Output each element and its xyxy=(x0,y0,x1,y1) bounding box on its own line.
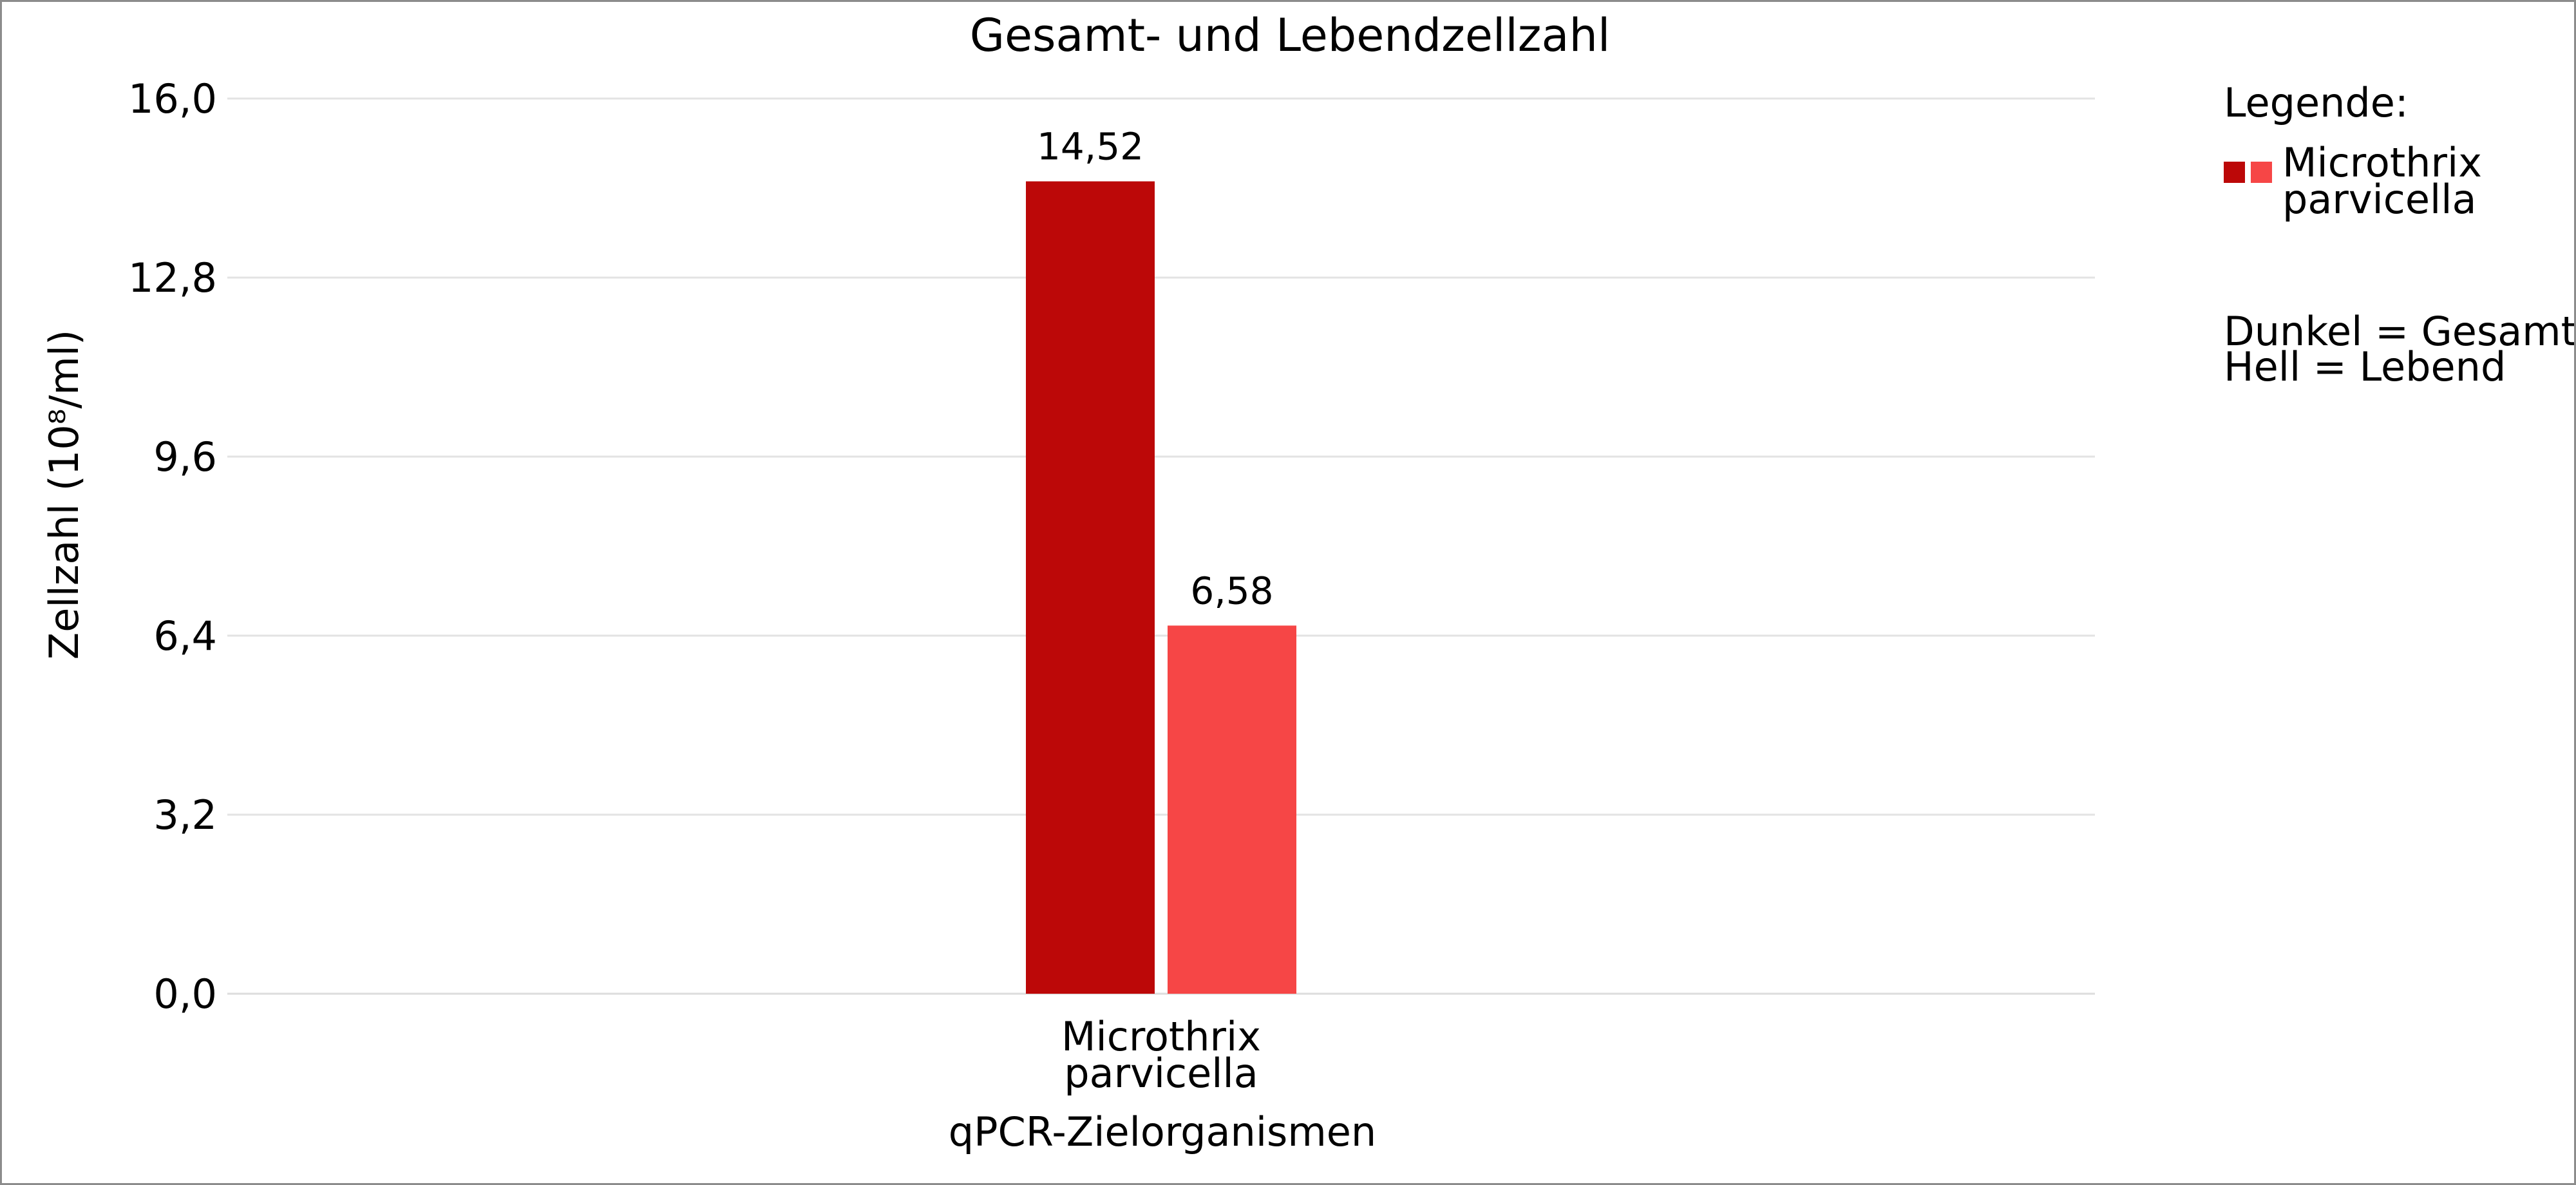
y-axis-ticks: 0,0 3,2 6,4 9,6 12,8 16,0 xyxy=(128,75,217,1018)
legend-entry-line-1: Microthrix xyxy=(2282,139,2482,186)
legend-swatch-total xyxy=(2224,162,2245,183)
y-axis-title: Zellzahl (10⁸/ml) xyxy=(41,330,88,659)
legend: Legende: Microthrix parvicella Dunkel = … xyxy=(2224,79,2576,390)
legend-note-total: Dunkel = Gesamt xyxy=(2224,308,2576,355)
bar-live xyxy=(1168,625,1296,994)
legend-swatch-live xyxy=(2251,162,2272,183)
y-tick-label: 3,2 xyxy=(153,792,217,839)
x-axis-title: qPCR-Zielorganismen xyxy=(949,1108,1376,1155)
y-tick-label: 16,0 xyxy=(128,75,217,122)
x-category-label: Microthrix xyxy=(1061,1013,1261,1060)
data-label-live: 6,58 xyxy=(1190,569,1273,612)
y-tick-label: 12,8 xyxy=(128,254,217,301)
y-tick-label: 0,0 xyxy=(153,971,217,1018)
data-label-total: 14,52 xyxy=(1037,125,1144,169)
y-tick-label: 6,4 xyxy=(153,612,217,659)
legend-note-live: Hell = Lebend xyxy=(2224,343,2506,390)
bar-total xyxy=(1026,181,1155,994)
bars: 14,52 6,58 xyxy=(1026,125,1296,994)
gridlines xyxy=(227,97,2095,995)
y-tick-label: 9,6 xyxy=(153,433,217,480)
chart-title: Gesamt- und Lebendzellzahl xyxy=(970,9,1611,62)
x-category-label: parvicella xyxy=(1064,1050,1258,1097)
legend-heading: Legende: xyxy=(2224,79,2409,126)
legend-entry-line-2: parvicella xyxy=(2282,176,2476,223)
